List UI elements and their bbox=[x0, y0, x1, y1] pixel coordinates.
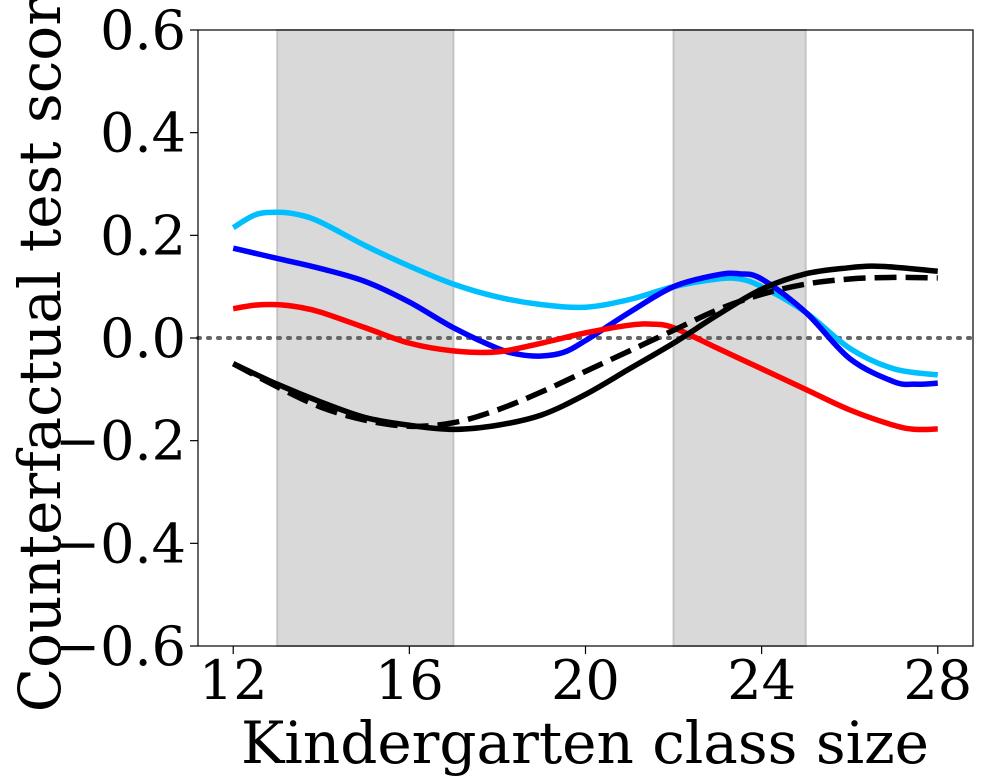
series-line-blue bbox=[232, 245, 938, 388]
y-tick-label: 0.2 bbox=[100, 204, 186, 267]
x-tick-label: 28 bbox=[903, 649, 972, 712]
x-axis-ticks: 12 16 20 24 28 bbox=[199, 646, 972, 712]
x-tick-label: 24 bbox=[727, 649, 796, 712]
y-tick-label: 0.4 bbox=[100, 102, 186, 165]
x-axis-title: Kindergarten class size bbox=[241, 709, 929, 777]
y-tick-label: 0.0 bbox=[100, 307, 186, 370]
x-tick-label: 20 bbox=[551, 649, 620, 712]
series-line-red bbox=[232, 301, 938, 433]
x-tick-label: 16 bbox=[375, 649, 444, 712]
y-tick-label: −0.4 bbox=[55, 512, 186, 575]
series-line-black-dashed bbox=[231, 274, 938, 430]
y-tick-label: 0.6 bbox=[100, 0, 186, 62]
shaded-regions bbox=[276, 29, 807, 647]
y-tick-label: −0.2 bbox=[55, 410, 186, 473]
y-axis-title: Counterfactual test score bbox=[6, 0, 74, 712]
x-tick-label: 12 bbox=[199, 649, 268, 712]
y-tick-label: −0.6 bbox=[55, 615, 186, 678]
y-axis-ticks: 0.6 0.4 0.2 0.0 −0.2 −0.4 −0.6 bbox=[55, 0, 198, 678]
series-layer bbox=[231, 209, 939, 433]
